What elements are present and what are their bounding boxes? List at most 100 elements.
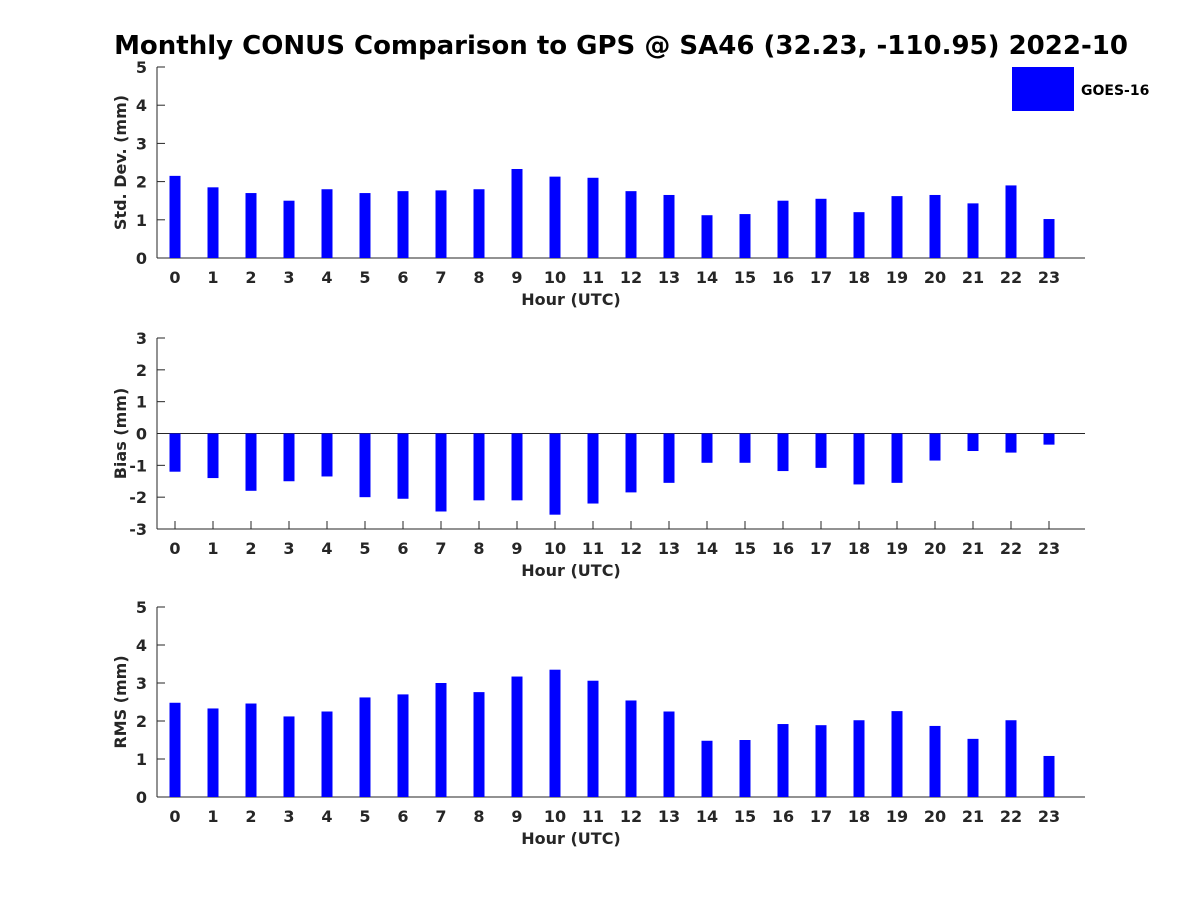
y-tick-label: 2: [136, 712, 147, 731]
x-tick-label: 13: [658, 268, 680, 287]
bar-hour-6: [397, 433, 409, 499]
x-tick-label: 8: [473, 807, 484, 826]
chart-title: Monthly CONUS Comparison to GPS @ SA46 (…: [114, 31, 1128, 61]
y-tick-label: 4: [136, 96, 147, 115]
bar-hour-19: [891, 711, 903, 797]
x-tick-label: 4: [321, 268, 332, 287]
y-axis-label: RMS (mm): [111, 655, 130, 748]
bar-hour-3: [283, 716, 295, 797]
bar-hour-5: [359, 193, 371, 258]
y-tick-label: 0: [136, 788, 147, 807]
y-tick-label: -1: [129, 456, 147, 475]
x-tick-label: 18: [848, 268, 870, 287]
bar-hour-20: [929, 194, 941, 258]
y-tick-label: 1: [136, 393, 147, 412]
bar-hour-12: [625, 433, 637, 493]
bar-hour-22: [1005, 185, 1017, 258]
x-tick-label: 17: [810, 807, 832, 826]
x-tick-label: 16: [772, 268, 794, 287]
bar-hour-15: [739, 740, 751, 797]
x-tick-label: 0: [169, 539, 180, 558]
x-tick-label: 1: [207, 807, 218, 826]
x-tick-label: 23: [1038, 268, 1060, 287]
bar-hour-20: [929, 433, 941, 461]
x-tick-label: 18: [848, 807, 870, 826]
x-tick-label: 11: [582, 807, 604, 826]
x-tick-label: 19: [886, 539, 908, 558]
bar-hour-23: [1043, 219, 1055, 258]
x-tick-label: 22: [1000, 268, 1022, 287]
x-tick-label: 10: [544, 807, 566, 826]
bar-hour-23: [1043, 755, 1055, 797]
bar-hour-18: [853, 433, 865, 485]
x-tick-label: 23: [1038, 539, 1060, 558]
x-tick-label: 20: [924, 807, 946, 826]
x-tick-label: 21: [962, 268, 984, 287]
y-tick-label: 0: [136, 425, 147, 444]
x-tick-label: 9: [511, 539, 522, 558]
bar-hour-10: [549, 176, 561, 258]
bar-hour-18: [853, 720, 865, 797]
x-tick-label: 0: [169, 268, 180, 287]
x-tick-label: 15: [734, 807, 756, 826]
x-tick-label: 5: [359, 807, 370, 826]
x-tick-label: 3: [283, 268, 294, 287]
x-axis-label: Hour (UTC): [521, 561, 621, 580]
bar-hour-5: [359, 433, 371, 498]
y-axis-label: Bias (mm): [111, 388, 130, 480]
bar-hour-6: [397, 191, 409, 258]
x-tick-label: 15: [734, 268, 756, 287]
bar-hour-22: [1005, 720, 1017, 797]
bar-hour-14: [701, 215, 713, 258]
bar-hour-16: [777, 200, 789, 258]
x-tick-label: 9: [511, 268, 522, 287]
bar-hour-12: [625, 191, 637, 258]
x-tick-label: 2: [245, 539, 256, 558]
x-tick-label: 19: [886, 807, 908, 826]
bar-hour-21: [967, 433, 979, 452]
bar-hour-11: [587, 177, 599, 258]
x-tick-label: 12: [620, 268, 642, 287]
x-tick-label: 12: [620, 539, 642, 558]
bar-hour-18: [853, 212, 865, 258]
bar-hour-9: [511, 433, 523, 501]
x-tick-label: 21: [962, 539, 984, 558]
x-tick-label: 6: [397, 268, 408, 287]
x-tick-label: 14: [696, 807, 718, 826]
bar-hour-17: [815, 433, 827, 468]
bar-hour-22: [1005, 433, 1017, 453]
bar-hour-10: [549, 669, 561, 797]
bar-hour-21: [967, 738, 979, 797]
x-tick-label: 14: [696, 539, 718, 558]
x-tick-label: 8: [473, 268, 484, 287]
bar-hour-8: [473, 433, 485, 501]
bar-hour-8: [473, 189, 485, 258]
x-tick-label: 23: [1038, 807, 1060, 826]
x-tick-label: 3: [283, 807, 294, 826]
y-tick-label: 5: [136, 598, 147, 617]
bar-hour-1: [207, 708, 219, 797]
x-tick-label: 18: [848, 539, 870, 558]
y-axis-label: Std. Dev. (mm): [111, 95, 130, 230]
bar-hour-0: [169, 702, 181, 797]
bar-hour-15: [739, 214, 751, 258]
y-tick-label: -2: [129, 488, 147, 507]
bar-hour-3: [283, 200, 295, 258]
bar-hour-23: [1043, 433, 1055, 445]
bar-hour-21: [967, 203, 979, 258]
x-tick-label: 16: [772, 807, 794, 826]
x-tick-label: 15: [734, 539, 756, 558]
bar-hour-10: [549, 433, 561, 515]
bar-hour-7: [435, 190, 447, 258]
x-tick-label: 11: [582, 539, 604, 558]
x-tick-label: 4: [321, 807, 332, 826]
bar-hour-3: [283, 433, 295, 482]
x-tick-label: 22: [1000, 807, 1022, 826]
y-tick-label: 5: [136, 58, 147, 77]
x-tick-label: 17: [810, 268, 832, 287]
x-tick-label: 12: [620, 807, 642, 826]
x-tick-label: 2: [245, 807, 256, 826]
